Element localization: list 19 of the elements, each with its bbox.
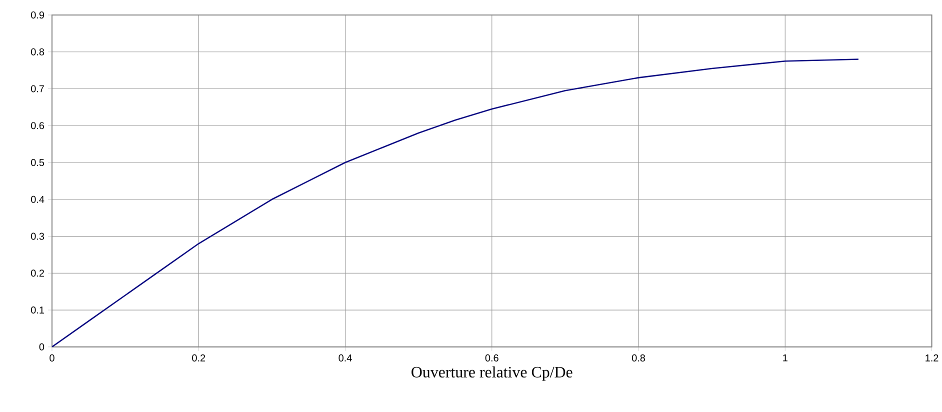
x-tick-label: 1 [783,354,788,362]
y-tick-label: 0 [39,343,44,350]
x-tick-label: 0 [50,354,54,362]
y-tick-label: 0.3 [31,232,44,240]
y-tick-label: 0.4 [31,196,44,203]
y-tick-label: 0.1 [31,306,44,314]
y-tick-label: 0.5 [31,159,44,166]
y-tick-label: 0.6 [31,122,44,130]
y-tick-label: 0.7 [31,85,44,92]
x-tick-label: 0.6 [485,354,498,362]
y-tick-label: 0.8 [31,48,44,56]
x-tick-label: 1.2 [926,354,938,362]
x-tick-label: 0.8 [632,354,645,362]
y-tick-label: 0.9 [31,12,44,19]
x-tick-label: 0.4 [338,354,352,362]
line-series [52,58,860,347]
y-tick-label: 0.2 [31,270,44,277]
x-tick-label: 0.2 [192,354,206,362]
x-axis-title: Ouverture relative Cp/De [412,366,572,381]
